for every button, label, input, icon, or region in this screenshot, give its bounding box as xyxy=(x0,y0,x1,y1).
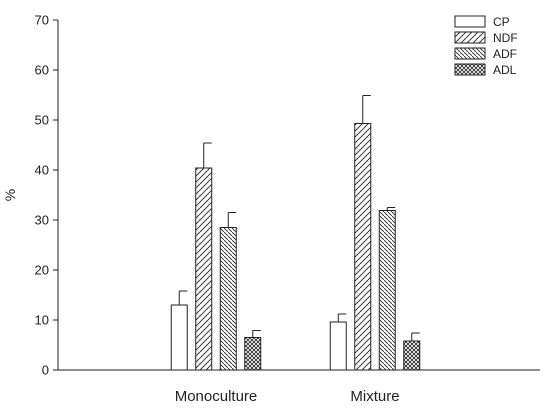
y-tick-label: 10 xyxy=(35,313,49,328)
y-tick-label: 50 xyxy=(35,113,49,128)
legend-swatch-cp xyxy=(454,15,486,28)
bar-adf-mixture xyxy=(378,210,396,371)
y-tick-label: 70 xyxy=(35,13,49,28)
y-tick-label: 20 xyxy=(35,263,49,278)
legend-label-adf: ADF xyxy=(493,47,517,61)
bar-adl-mixture xyxy=(403,340,421,371)
legend-swatch-ndf xyxy=(454,31,486,44)
plot-area: 0 10 20 30 40 50 60 70 Monoculture Mixture xyxy=(35,13,540,405)
bar-cp-mixture xyxy=(329,321,347,371)
y-tick-label: 40 xyxy=(35,163,49,178)
y-tick-label: 0 xyxy=(42,363,49,378)
y-tick-label: 60 xyxy=(35,63,49,78)
bar-adl-monoculture xyxy=(244,337,262,371)
bar-cp-monoculture xyxy=(170,304,188,371)
legend-swatch-adl xyxy=(454,63,486,76)
bar-adf-monoculture xyxy=(219,227,237,371)
x-tick-label: Monoculture xyxy=(175,388,258,405)
legend-label-adl: ADL xyxy=(493,63,517,77)
legend-label-ndf: NDF xyxy=(493,31,518,45)
bar-ndf-monoculture xyxy=(195,167,213,371)
y-tick-label: 30 xyxy=(35,213,49,228)
legend: CP NDF ADF ADL xyxy=(454,15,518,77)
legend-label-cp: CP xyxy=(493,15,510,29)
legend-swatch-adf xyxy=(454,47,486,60)
bar-ndf-mixture xyxy=(354,123,372,371)
y-axis-label: % xyxy=(2,189,18,201)
x-tick-label: Mixture xyxy=(350,388,399,405)
